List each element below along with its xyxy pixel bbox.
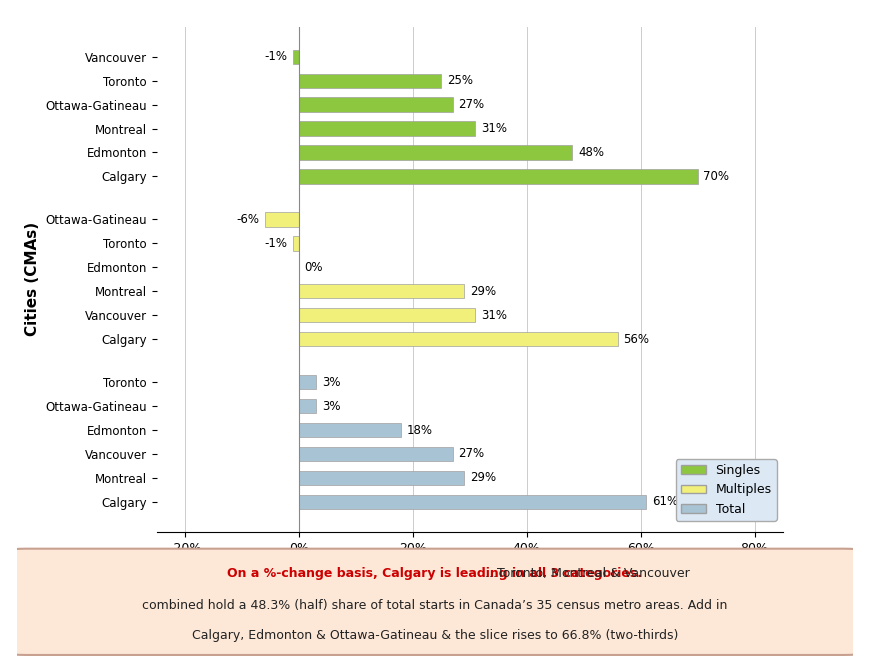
Bar [293, 50, 299, 64]
Text: -1%: -1% [264, 237, 288, 250]
Bar [299, 447, 452, 461]
Text: 27%: 27% [458, 448, 484, 460]
Bar [299, 121, 475, 136]
Bar [299, 284, 463, 299]
Text: 56%: 56% [623, 332, 649, 346]
Bar [264, 212, 299, 227]
Bar [299, 375, 315, 390]
Text: 18%: 18% [407, 424, 433, 436]
Text: Calgary, Edmonton & Ottawa-Gatineau & the slice rises to 66.8% (two-thirds): Calgary, Edmonton & Ottawa-Gatineau & th… [191, 629, 678, 642]
Bar [299, 98, 452, 112]
Text: 0%: 0% [304, 261, 322, 274]
Text: 29%: 29% [469, 285, 495, 298]
Bar [299, 74, 441, 88]
Text: 31%: 31% [481, 122, 507, 135]
Bar [299, 332, 617, 346]
Bar [299, 495, 646, 509]
X-axis label: % Change Y/Y: % Change Y/Y [410, 561, 528, 575]
FancyBboxPatch shape [9, 549, 860, 655]
Bar [299, 471, 463, 485]
Text: -1%: -1% [264, 51, 288, 63]
Text: 3%: 3% [322, 400, 340, 412]
Text: 29%: 29% [469, 471, 495, 484]
Y-axis label: Cities (CMAs): Cities (CMAs) [24, 222, 40, 336]
Bar [293, 236, 299, 251]
Text: 27%: 27% [458, 98, 484, 111]
Text: 25%: 25% [447, 74, 473, 87]
Text: 48%: 48% [577, 146, 603, 159]
Text: -6%: -6% [235, 213, 259, 226]
Bar [299, 308, 475, 323]
Text: 70%: 70% [702, 170, 728, 183]
Legend: Singles, Multiples, Total: Singles, Multiples, Total [675, 460, 776, 521]
Text: ...Toronto, Montreal & Vancouver: ...Toronto, Montreal & Vancouver [181, 567, 688, 580]
Text: On a %-change basis, Calgary is leading in all 3 categories.: On a %-change basis, Calgary is leading … [227, 567, 642, 580]
Text: combined hold a 48.3% (half) share of total starts in Canada’s 35 census metro a: combined hold a 48.3% (half) share of to… [143, 598, 726, 612]
Text: 3%: 3% [322, 376, 340, 389]
Text: 31%: 31% [481, 309, 507, 322]
Text: 61%: 61% [651, 495, 677, 508]
Bar [299, 423, 401, 438]
Bar [299, 169, 697, 184]
Bar [299, 399, 315, 414]
Bar [299, 145, 572, 160]
